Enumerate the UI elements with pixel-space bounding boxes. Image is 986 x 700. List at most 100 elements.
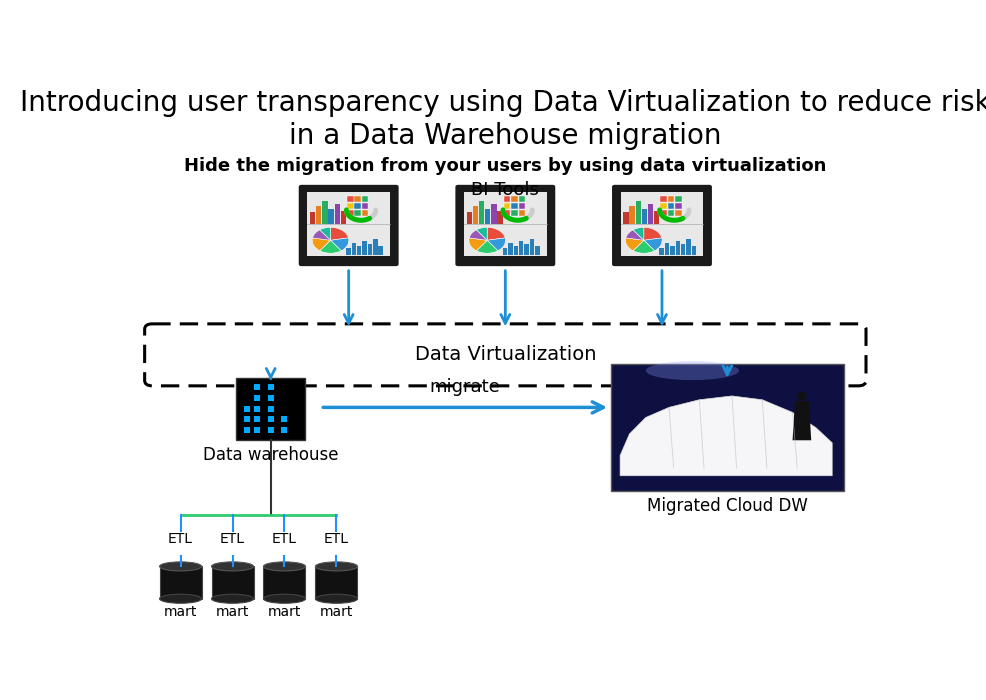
Bar xyxy=(379,246,383,256)
Wedge shape xyxy=(330,228,348,240)
Bar xyxy=(373,239,378,256)
Bar xyxy=(347,203,354,209)
Bar xyxy=(341,211,346,224)
Ellipse shape xyxy=(316,562,358,571)
Wedge shape xyxy=(468,238,487,251)
Bar xyxy=(661,196,667,202)
Bar xyxy=(519,210,526,216)
Bar xyxy=(330,262,367,265)
Bar xyxy=(508,242,513,256)
Bar xyxy=(529,239,534,256)
Bar xyxy=(511,203,518,209)
Bar xyxy=(491,204,497,224)
Bar xyxy=(519,241,524,256)
Text: mart: mart xyxy=(164,605,197,619)
Bar xyxy=(504,196,511,202)
Bar xyxy=(347,210,354,216)
Bar xyxy=(317,206,321,224)
Polygon shape xyxy=(793,401,811,440)
Bar xyxy=(362,196,369,202)
Bar xyxy=(648,204,654,224)
Bar xyxy=(668,196,674,202)
Wedge shape xyxy=(644,238,663,251)
Bar xyxy=(310,212,316,224)
Bar xyxy=(160,566,201,598)
Text: migrate: migrate xyxy=(430,377,501,395)
Ellipse shape xyxy=(263,594,306,603)
Text: mart: mart xyxy=(268,605,301,619)
Bar xyxy=(212,566,253,598)
Bar xyxy=(503,248,508,256)
Wedge shape xyxy=(476,240,498,253)
Bar xyxy=(504,203,511,209)
Bar xyxy=(328,209,334,224)
Wedge shape xyxy=(469,230,487,240)
Wedge shape xyxy=(476,228,487,240)
Bar xyxy=(519,196,526,202)
Bar xyxy=(681,244,685,256)
Bar xyxy=(346,248,351,256)
Bar xyxy=(692,246,696,256)
Bar xyxy=(661,210,667,216)
Bar xyxy=(334,204,340,224)
Bar xyxy=(464,192,546,256)
Bar xyxy=(362,210,369,216)
Bar xyxy=(511,196,518,202)
Bar xyxy=(354,210,361,216)
Bar xyxy=(644,262,680,265)
Ellipse shape xyxy=(212,562,253,571)
Wedge shape xyxy=(313,230,330,240)
Bar xyxy=(654,211,660,224)
Bar xyxy=(675,203,681,209)
Bar xyxy=(675,196,681,202)
Bar xyxy=(621,192,703,256)
Bar xyxy=(308,192,389,256)
Bar xyxy=(362,241,367,256)
Bar xyxy=(668,210,674,216)
Text: mart: mart xyxy=(216,605,249,619)
Wedge shape xyxy=(330,238,349,251)
Bar xyxy=(263,566,306,598)
Bar xyxy=(665,242,669,256)
Bar xyxy=(675,241,680,256)
Bar xyxy=(472,206,478,224)
Text: ETL: ETL xyxy=(168,533,193,547)
Bar xyxy=(636,201,641,224)
Bar xyxy=(610,364,844,491)
Wedge shape xyxy=(313,238,330,251)
Text: mart: mart xyxy=(319,605,353,619)
Bar xyxy=(660,248,664,256)
Bar xyxy=(519,203,526,209)
Wedge shape xyxy=(625,238,644,251)
Bar xyxy=(352,242,356,256)
Bar xyxy=(347,196,354,202)
Bar xyxy=(466,212,472,224)
Bar xyxy=(504,210,511,216)
Bar xyxy=(354,203,361,209)
Bar xyxy=(368,244,372,256)
Bar xyxy=(498,211,503,224)
Ellipse shape xyxy=(646,361,739,380)
Text: ETL: ETL xyxy=(272,533,297,547)
FancyBboxPatch shape xyxy=(457,186,554,265)
Ellipse shape xyxy=(160,562,201,571)
Ellipse shape xyxy=(212,594,253,603)
Bar xyxy=(629,206,635,224)
Wedge shape xyxy=(487,228,505,240)
Text: ETL: ETL xyxy=(220,533,246,547)
Text: Data Virtualization: Data Virtualization xyxy=(414,345,597,364)
Bar xyxy=(686,239,691,256)
Polygon shape xyxy=(620,396,832,476)
Wedge shape xyxy=(633,228,644,240)
Bar xyxy=(668,203,674,209)
Bar xyxy=(479,201,484,224)
Text: BI Tools: BI Tools xyxy=(471,181,539,199)
Bar xyxy=(322,201,327,224)
Bar xyxy=(485,209,490,224)
Bar xyxy=(661,203,667,209)
Ellipse shape xyxy=(798,391,807,400)
Text: Hide the migration from your users by using data virtualization: Hide the migration from your users by us… xyxy=(184,157,826,175)
Wedge shape xyxy=(487,238,506,251)
Ellipse shape xyxy=(263,562,306,571)
Bar xyxy=(623,212,628,224)
